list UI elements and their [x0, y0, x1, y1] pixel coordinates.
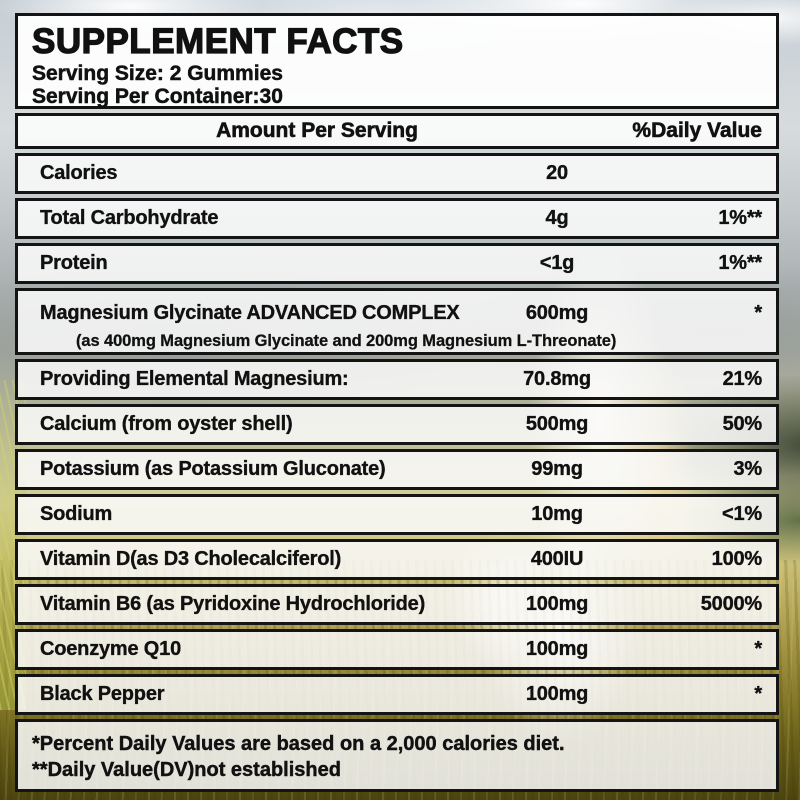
row-amount: 100mg [525, 638, 589, 660]
row-dv: <1% [722, 503, 763, 525]
row-name: Coenzyme Q10 [40, 638, 182, 660]
table-row-calories: Calories 20 [15, 153, 779, 194]
row-amount: 99mg [531, 458, 583, 480]
row-name: Vitamin B6 (as Pyridoxine Hydrochloride) [40, 593, 426, 615]
table-header-row: Amount Per Serving %Daily Value [15, 113, 779, 149]
row-name: Calories [40, 162, 118, 184]
row-name: Protein [40, 252, 108, 274]
row-amount: 4g [545, 207, 569, 229]
row-name: Potassium (as Potassium Gluconate) [40, 458, 386, 480]
table-row-black-pepper: Black Pepper 100mg * [15, 674, 779, 715]
table-row-calcium: Calcium (from oyster shell) 500mg 50% [15, 404, 779, 445]
row-dv: 1%** [718, 252, 762, 274]
servings-per-container: Serving Per Container:30 [32, 85, 283, 109]
page-title: SUPPLEMENT FACTS [31, 21, 404, 61]
row-dv: * [754, 638, 762, 660]
row-name: Vitamin D(as D3 Cholecalciferol) [40, 548, 342, 570]
table-row-potassium: Potassium (as Potassium Gluconate) 99mg … [15, 449, 779, 490]
row-dv: 3% [733, 458, 762, 480]
row-name: Sodium [40, 503, 113, 525]
row-amount: 400IU [530, 548, 584, 570]
row-amount: 70.8mg [523, 368, 591, 390]
serving-size: Serving Size: 2 Gummies [32, 62, 283, 86]
footnote-daily-values: *Percent Daily Values are based on a 2,0… [32, 733, 565, 755]
row-amount: 10mg [531, 503, 583, 525]
table-row-carbohydrate: Total Carbohydrate 4g 1%** [15, 198, 779, 239]
row-name: Magnesium Glycinate ADVANCED COMPLEX [40, 301, 460, 324]
row-amount: 100mg [525, 683, 589, 705]
row-amount: 20 [546, 162, 568, 184]
table-row-vitamin-d: Vitamin D(as D3 Cholecalciferol) 400IU 1… [15, 539, 779, 580]
footnote-dv-not-established: **Daily Value(DV)not established [32, 759, 341, 781]
row-name: Providing Elemental Magnesium: [40, 368, 349, 390]
row-name: Total Carbohydrate [40, 207, 219, 229]
row-subtext: (as 400mg Magnesium Glycinate and 200mg … [76, 332, 617, 350]
row-dv: 21% [722, 368, 762, 390]
row-amount: 100mg [525, 593, 589, 615]
footnotes-panel: *Percent Daily Values are based on a 2,0… [15, 719, 779, 792]
table-row-coenzyme-q10: Coenzyme Q10 100mg * [15, 629, 779, 670]
table-row-elemental-magnesium: Providing Elemental Magnesium: 70.8mg 21… [15, 359, 779, 400]
column-header-daily-value: %Daily Value [632, 119, 762, 143]
row-dv: * [754, 683, 762, 705]
row-dv: 5000% [700, 593, 763, 615]
row-dv: 100% [711, 548, 762, 570]
table-row-sodium: Sodium 10mg <1% [15, 494, 779, 535]
column-header-amount: Amount Per Serving [216, 119, 418, 143]
row-name: Calcium (from oyster shell) [40, 413, 293, 435]
row-dv: 1%** [718, 207, 762, 229]
row-amount: <1g [539, 252, 575, 274]
row-dv: * [754, 301, 762, 324]
row-dv: 50% [722, 413, 762, 435]
title-panel: SUPPLEMENT FACTS Serving Size: 2 Gummies… [15, 13, 779, 109]
row-amount: 600mg [525, 301, 589, 324]
table-row-vitamin-b6: Vitamin B6 (as Pyridoxine Hydrochloride)… [15, 584, 779, 625]
row-amount: 500mg [525, 413, 589, 435]
table-row-protein: Protein <1g 1%** [15, 243, 779, 284]
table-row-magnesium-complex: Magnesium Glycinate ADVANCED COMPLEX 600… [15, 288, 779, 355]
row-name: Black Pepper [40, 683, 165, 705]
